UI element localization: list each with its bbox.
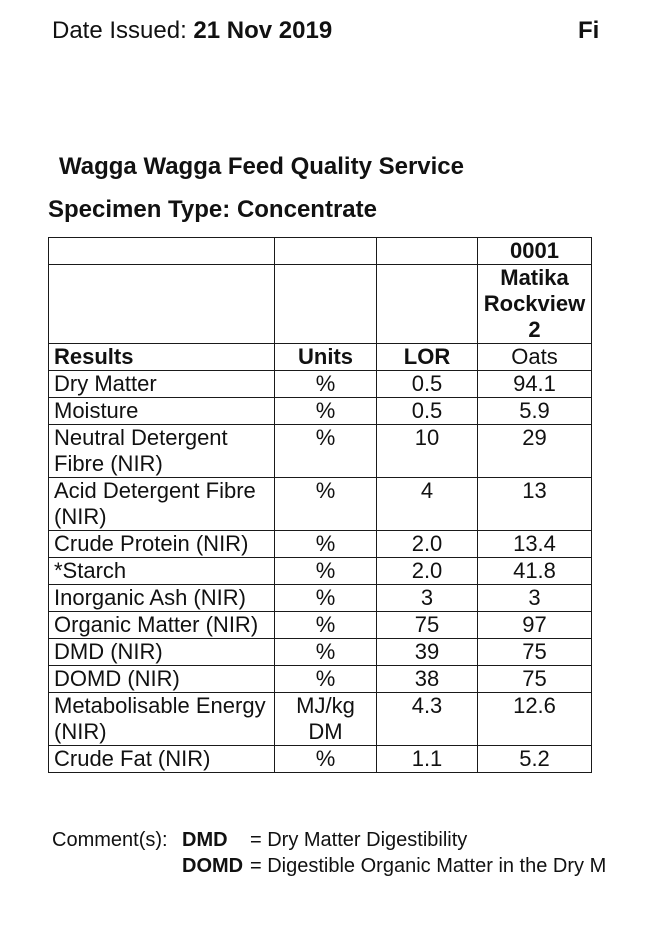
empty-cell — [48, 264, 275, 344]
date-issued-line: Date Issued: 21 Nov 2019 — [52, 18, 332, 44]
lor-cell: 75 — [376, 611, 478, 639]
lor-cell: 0.5 — [376, 370, 478, 398]
result-name-cell: Neutral Detergent Fibre (NIR) — [48, 424, 275, 478]
value-cell: 75 — [477, 665, 592, 693]
lor-cell: 1.1 — [376, 745, 478, 773]
comment-definition: = Digestible Organic Matter in the Dry M — [250, 855, 607, 877]
comment-definition: = Dry Matter Digestibility — [250, 829, 468, 851]
result-name-cell: Inorganic Ash (NIR) — [48, 584, 275, 612]
value-cell: 5.9 — [477, 397, 592, 425]
value-cell: 12.6 — [477, 692, 592, 746]
result-name-cell: Crude Fat (NIR) — [48, 745, 275, 773]
empty-cell — [376, 264, 478, 344]
lor-cell: 38 — [376, 665, 478, 693]
value-cell: 97 — [477, 611, 592, 639]
table-row: Neutral Detergent Fibre (NIR) % 10 29 — [48, 424, 592, 478]
result-name-cell: DOMD (NIR) — [48, 665, 275, 693]
value-cell: 3 — [477, 584, 592, 612]
table-row: Crude Fat (NIR) % 1.1 5.2 — [48, 745, 592, 773]
units-cell: % — [274, 745, 377, 773]
table-row: Inorganic Ash (NIR) % 3 3 — [48, 584, 592, 612]
units-cell: % — [274, 557, 377, 585]
lor-cell: 2.0 — [376, 557, 478, 585]
column-header-units: Units — [274, 343, 377, 371]
table-row: DOMD (NIR) % 38 75 — [48, 665, 592, 693]
result-name-cell: Metabolisable Energy (NIR) — [48, 692, 275, 746]
units-cell: % — [274, 370, 377, 398]
table-row: DMD (NIR) % 39 75 — [48, 638, 592, 666]
column-header-row: Results Units LOR Oats — [48, 343, 592, 371]
empty-cell — [274, 237, 377, 265]
value-cell: 13 — [477, 477, 592, 531]
table-row: Metabolisable Energy (NIR) MJ/kg DM 4.3 … — [48, 692, 592, 746]
units-cell: % — [274, 665, 377, 693]
lor-cell: 10 — [376, 424, 478, 478]
units-cell: % — [274, 530, 377, 558]
lor-cell: 3 — [376, 584, 478, 612]
value-cell: 41.8 — [477, 557, 592, 585]
value-cell: 29 — [477, 424, 592, 478]
result-name-cell: Dry Matter — [48, 370, 275, 398]
result-name-cell: *Starch — [48, 557, 275, 585]
result-name-cell: DMD (NIR) — [48, 638, 275, 666]
header-right-truncated-text: Fi — [578, 17, 600, 44]
units-cell: % — [274, 397, 377, 425]
table-row: *Starch % 2.0 41.8 — [48, 557, 592, 585]
value-cell: 5.2 — [477, 745, 592, 773]
lor-cell: 39 — [376, 638, 478, 666]
comment-definition-row: DMD = Dry Matter Digestibility — [182, 827, 606, 853]
value-cell: 94.1 — [477, 370, 592, 398]
table-row: Moisture % 0.5 5.9 — [48, 397, 592, 425]
date-issued-value: 21 Nov 2019 — [193, 17, 333, 44]
value-cell: 75 — [477, 638, 592, 666]
comments-label: Comment(s): — [52, 829, 168, 851]
column-header-sample: Oats — [477, 343, 592, 371]
comment-definition-row: DOMD = Digestible Organic Matter in the … — [182, 853, 606, 879]
empty-cell — [274, 264, 377, 344]
sample-number-cell: 0001 — [477, 237, 592, 265]
results-table: 0001 Matika Rockview 2 Results Units LOR… — [48, 237, 592, 773]
sample-number-row: 0001 — [48, 237, 592, 265]
comment-term: DMD — [182, 829, 228, 851]
units-cell: % — [274, 584, 377, 612]
units-cell: % — [274, 477, 377, 531]
table-row: Dry Matter % 0.5 94.1 — [48, 370, 592, 398]
service-title: Wagga Wagga Feed Quality Service — [59, 153, 464, 180]
result-name-cell: Crude Protein (NIR) — [48, 530, 275, 558]
sample-name-row: Matika Rockview 2 — [48, 264, 592, 344]
result-name-cell: Organic Matter (NIR) — [48, 611, 275, 639]
specimen-type-line: Specimen Type: Concentrate — [48, 196, 377, 223]
date-issued-label: Date Issued: — [52, 17, 194, 44]
lor-cell: 4.3 — [376, 692, 478, 746]
units-cell: % — [274, 424, 377, 478]
result-name-cell: Moisture — [48, 397, 275, 425]
lor-cell: 4 — [376, 477, 478, 531]
comments-section: Comment(s): DMD = Dry Matter Digestibili… — [52, 827, 660, 879]
table-row: Acid Detergent Fibre (NIR) % 4 13 — [48, 477, 592, 531]
sample-name-cell: Matika Rockview 2 — [477, 264, 592, 344]
empty-cell — [376, 237, 478, 265]
result-name-cell: Acid Detergent Fibre (NIR) — [48, 477, 275, 531]
lor-cell: 2.0 — [376, 530, 478, 558]
table-row: Crude Protein (NIR) % 2.0 13.4 — [48, 530, 592, 558]
comment-term: DOMD — [182, 855, 244, 877]
units-cell: % — [274, 638, 377, 666]
empty-cell — [48, 237, 275, 265]
column-header-lor: LOR — [376, 343, 478, 371]
units-cell: % — [274, 611, 377, 639]
value-cell: 13.4 — [477, 530, 592, 558]
units-cell: MJ/kg DM — [274, 692, 377, 746]
table-row: Organic Matter (NIR) % 75 97 — [48, 611, 592, 639]
column-header-results: Results — [48, 343, 275, 371]
lor-cell: 0.5 — [376, 397, 478, 425]
